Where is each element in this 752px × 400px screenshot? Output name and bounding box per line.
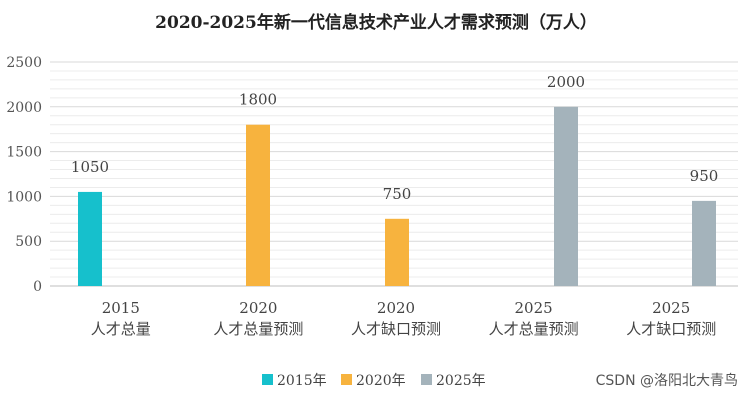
legend-swatch — [421, 374, 432, 385]
data-label: 1050 — [71, 158, 109, 176]
x-tick-label-year: 2020 — [239, 299, 277, 317]
bar — [246, 124, 270, 286]
y-tick-label: 2500 — [6, 55, 42, 71]
bar — [554, 106, 578, 286]
data-label: 1800 — [239, 91, 277, 109]
legend-label: 2020年 — [356, 373, 406, 389]
x-tick-label-year: 2025 — [515, 299, 553, 317]
x-tick-label-name: 人才总量预测 — [489, 320, 579, 338]
x-tick-label-name: 人才缺口预测 — [626, 320, 716, 338]
bar — [692, 200, 716, 286]
watermark: CSDN @洛阳北大青鸟 — [595, 373, 738, 389]
y-tick-label: 1000 — [6, 189, 42, 205]
data-label: 750 — [383, 185, 412, 203]
bar — [385, 218, 409, 286]
data-label: 950 — [690, 167, 719, 185]
legend-label: 2015年 — [277, 373, 327, 389]
x-tick-label-year: 2015 — [102, 299, 140, 317]
legend-swatch — [341, 374, 352, 385]
x-tick-label-year: 2020 — [377, 299, 415, 317]
y-tick-label: 2000 — [6, 100, 42, 116]
y-tick-label: 1500 — [6, 145, 42, 161]
x-tick-label-name: 人才总量预测 — [213, 320, 303, 338]
y-tick-label: 500 — [15, 234, 42, 250]
data-label: 2000 — [547, 73, 585, 91]
x-tick-label-name: 人才总量 — [91, 320, 151, 338]
x-tick-label-name: 人才缺口预测 — [351, 320, 441, 338]
y-tick-label: 0 — [33, 279, 42, 295]
legend-swatch — [262, 374, 273, 385]
legend-label: 2025年 — [436, 373, 486, 389]
x-tick-label-year: 2025 — [652, 299, 690, 317]
chart-title: 2020-2025年新一代信息技术产业人才需求预测（万人） — [155, 13, 597, 33]
bar — [78, 191, 102, 286]
